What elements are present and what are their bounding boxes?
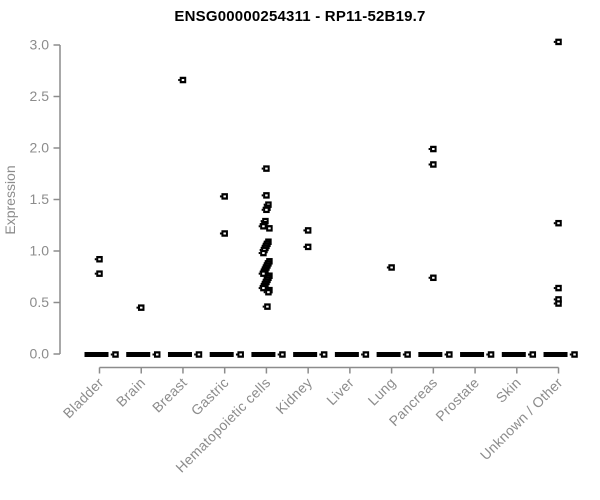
y-tick-label: 1.5 [30, 191, 50, 207]
data-point-marker [219, 193, 228, 200]
zero-expression-cluster [84, 351, 119, 358]
y-tick-label: 0.5 [30, 294, 50, 310]
data-point-marker [261, 206, 270, 214]
zero-expression-cluster [543, 351, 578, 358]
data-point-marker [553, 219, 562, 227]
zero-expression-cluster [334, 351, 370, 358]
data-point-marker [569, 351, 578, 358]
chart-title: ENSG00000254311 - RP11-52B19.7 [174, 8, 425, 25]
data-point-marker [264, 225, 273, 232]
data-points [84, 38, 578, 358]
zero-expression-cluster [251, 351, 286, 358]
data-point-marker [94, 270, 103, 277]
data-point-marker [553, 38, 562, 46]
zero-expression-cluster [418, 351, 453, 358]
data-point-marker [303, 227, 312, 234]
data-point-marker [277, 351, 286, 358]
data-point-marker [263, 288, 272, 296]
y-tick-label: 3.0 [30, 37, 50, 53]
zero-expression-cluster [126, 351, 161, 358]
data-point-marker [262, 303, 271, 310]
x-tick-label: Skin [492, 374, 523, 405]
x-tick-label: Liver [323, 374, 357, 408]
data-point-marker [428, 145, 437, 153]
data-point-marker [428, 274, 437, 282]
data-point-marker [444, 351, 453, 358]
data-point-marker [258, 270, 267, 277]
data-point-marker [553, 284, 562, 292]
data-point-marker [261, 192, 270, 199]
data-point-marker [553, 296, 562, 303]
data-point-marker [386, 264, 395, 271]
data-point-marker [235, 351, 244, 358]
x-tick-label: Breast [149, 374, 190, 415]
zero-expression-cluster [293, 351, 328, 358]
zero-expression-cluster [460, 351, 495, 358]
data-point-marker [303, 243, 312, 251]
x-tick-label: Brain [113, 374, 148, 409]
data-point-marker [152, 351, 161, 358]
data-point-marker [136, 304, 145, 311]
data-point-marker [258, 249, 267, 257]
data-point-marker [486, 351, 495, 358]
y-tick-label: 0.0 [30, 346, 50, 362]
data-point-marker [258, 223, 267, 230]
y-tick-label: 2.0 [30, 140, 50, 156]
data-point-marker [194, 351, 203, 358]
zero-expression-cluster [501, 351, 537, 358]
data-point-marker [258, 284, 267, 292]
data-point-marker [402, 351, 411, 358]
data-point-marker [94, 255, 103, 263]
data-point-marker [319, 351, 328, 358]
data-point-marker [361, 351, 370, 358]
data-point-marker [219, 230, 228, 237]
zero-expression-cluster [376, 351, 411, 358]
data-point-marker [261, 165, 270, 172]
data-point-marker [110, 351, 119, 358]
x-tick-label: Bladder [60, 374, 107, 421]
x-tick-label: Kidney [272, 374, 315, 417]
x-tick-label: Prostate [432, 374, 482, 424]
data-point-marker [528, 351, 537, 358]
zero-expression-cluster [167, 351, 203, 358]
y-tick-label: 1.0 [30, 243, 50, 259]
y-axis-label: Expression [2, 165, 18, 234]
zero-expression-cluster [209, 351, 244, 358]
x-tick-label: Lung [365, 374, 399, 408]
data-point-marker [428, 161, 437, 168]
y-tick-label: 2.5 [30, 88, 50, 104]
data-point-marker [553, 300, 562, 307]
data-point-marker [178, 76, 187, 84]
